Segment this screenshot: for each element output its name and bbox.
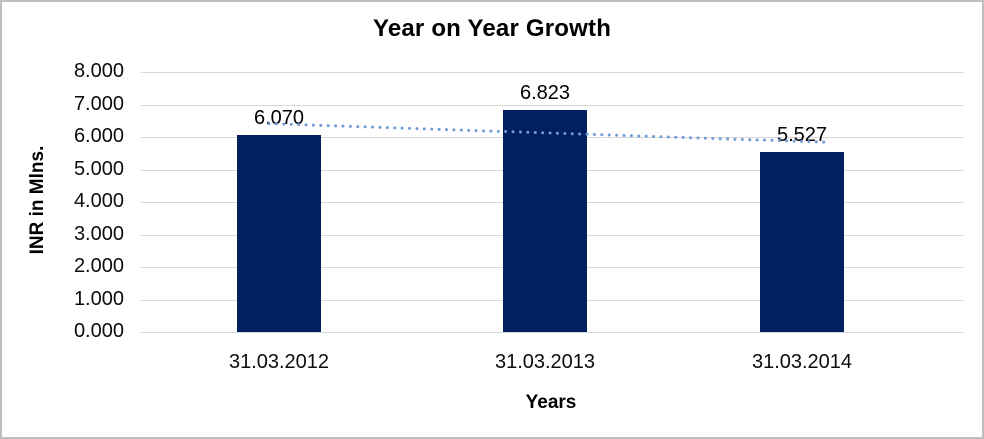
- bar: [503, 110, 587, 332]
- y-axis-tick-label: 3.000: [73, 222, 124, 245]
- y-axis-tick-label: 8.000: [73, 60, 124, 83]
- gridline: [141, 72, 964, 73]
- y-axis-tick-label: 5.000: [73, 157, 124, 180]
- gridline: [141, 332, 964, 333]
- x-axis-title: Years: [525, 392, 577, 413]
- chart-title: Year on Year Growth: [372, 15, 612, 42]
- y-axis-tick-label: 7.000: [73, 92, 124, 115]
- x-axis-tick-label: 31.03.2013: [494, 351, 596, 373]
- x-axis-tick-label: 31.03.2014: [751, 351, 853, 373]
- y-axis-tick-label: 4.000: [73, 190, 124, 213]
- y-axis-tick-label: 1.000: [73, 287, 124, 310]
- bar-value-label: 6.070: [253, 106, 305, 129]
- bar-value-label: 5.527: [776, 124, 828, 147]
- y-axis-tick-label: 2.000: [73, 255, 124, 278]
- y-axis-tick-label: 6.000: [73, 125, 124, 148]
- x-axis-tick-label: 31.03.2012: [228, 351, 330, 373]
- bar: [237, 134, 321, 332]
- y-axis-tick-label: 0.000: [73, 320, 124, 343]
- gridline: [141, 104, 964, 106]
- bar: [760, 152, 844, 332]
- bar-value-label: 6.823: [519, 82, 571, 105]
